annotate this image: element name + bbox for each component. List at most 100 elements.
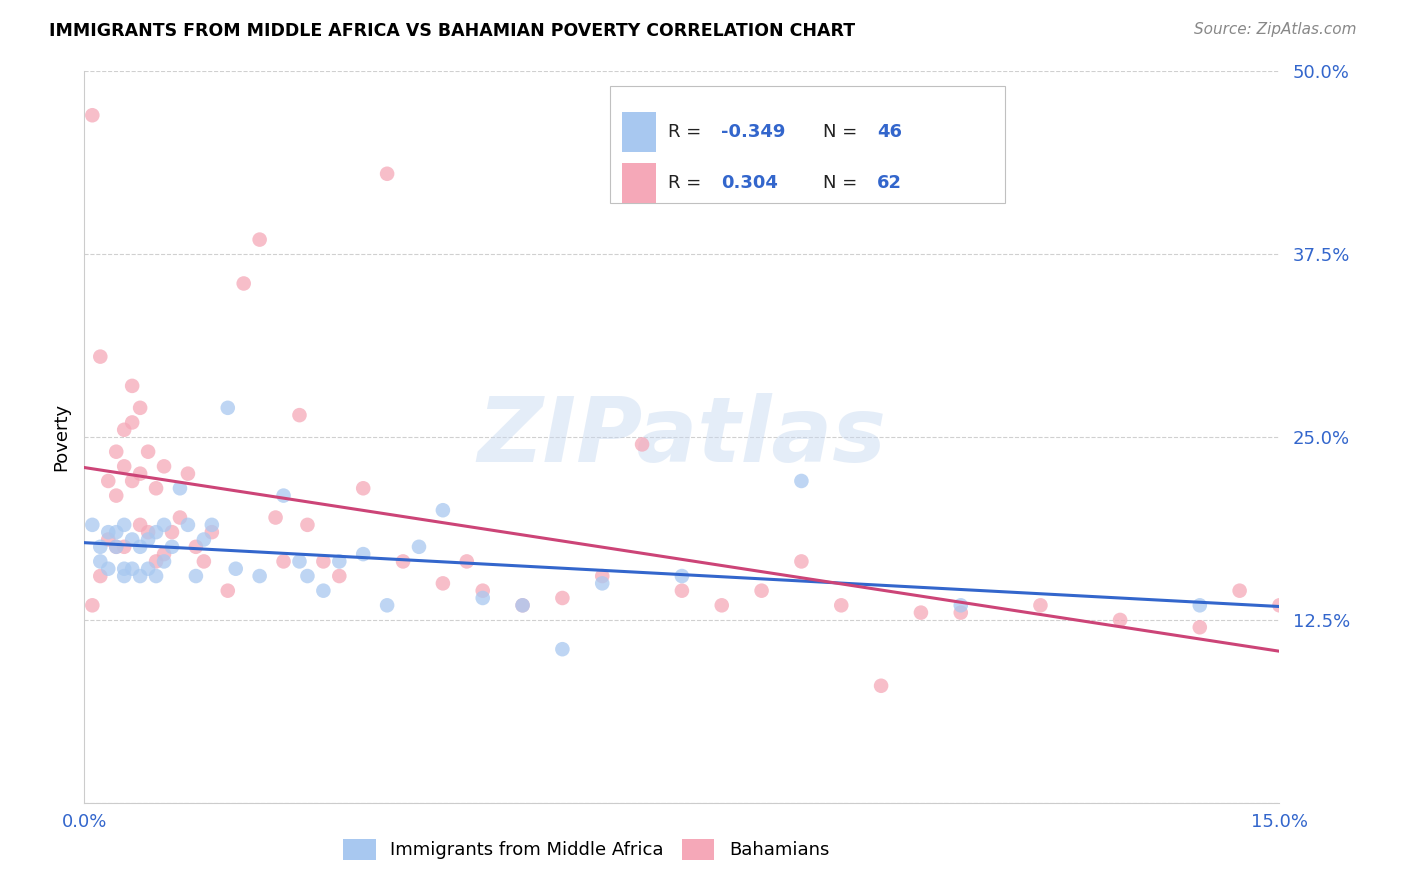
Point (288, 408, 311, 422)
Point (105, 540, 128, 554)
Point (591, 569, 613, 583)
Point (217, 583, 239, 598)
Point (121, 379, 143, 393)
Point (82, 108, 104, 122)
Point (352, 481, 374, 495)
Point (297, 517, 319, 532)
Point (217, 401, 239, 415)
Point (710, 599, 733, 613)
Y-axis label: Poverty: Poverty (52, 403, 70, 471)
Point (129, 467, 152, 481)
Point (910, 606, 932, 620)
Point (145, 525, 167, 540)
Point (105, 489, 128, 503)
Point (121, 474, 143, 488)
Point (129, 540, 152, 554)
Point (153, 517, 176, 532)
Point (949, 606, 972, 620)
Point (273, 489, 295, 503)
Point (89, 540, 111, 554)
Text: 62: 62 (877, 174, 901, 192)
Point (129, 401, 152, 415)
Point (112, 423, 135, 437)
Text: 46: 46 (877, 123, 901, 141)
Point (591, 576, 613, 591)
Point (153, 459, 176, 474)
Point (551, 642, 574, 657)
Point (177, 467, 200, 481)
Point (89, 569, 111, 583)
Point (232, 277, 254, 291)
Point (160, 525, 183, 540)
Point (89, 554, 111, 568)
Point (169, 481, 191, 495)
Point (631, 437, 654, 451)
Point (512, 599, 534, 613)
Point (97, 525, 120, 540)
Point (105, 540, 128, 554)
Point (136, 562, 159, 576)
Text: N =: N = (823, 174, 863, 192)
Point (153, 554, 176, 568)
Point (112, 517, 135, 532)
Point (145, 481, 167, 495)
Point (512, 599, 534, 613)
Text: 0.304: 0.304 (721, 174, 779, 192)
Point (456, 554, 478, 568)
Point (551, 591, 574, 605)
Point (328, 554, 350, 568)
Point (249, 569, 271, 583)
Point (830, 599, 852, 613)
Point (82, 517, 104, 532)
Point (312, 554, 335, 568)
Point (82, 599, 104, 613)
Point (949, 599, 972, 613)
Point (184, 569, 207, 583)
Point (790, 474, 813, 488)
Point (177, 517, 200, 532)
Point (471, 583, 494, 598)
Point (375, 167, 398, 181)
Point (193, 554, 215, 568)
Point (201, 517, 224, 532)
Point (1029, 599, 1052, 613)
Legend: Immigrants from Middle Africa, Bahamians: Immigrants from Middle Africa, Bahamians (343, 838, 830, 860)
Point (312, 583, 335, 598)
Text: -0.349: -0.349 (721, 123, 786, 141)
Point (471, 591, 494, 605)
Point (89, 350, 111, 364)
Point (375, 599, 398, 613)
Point (432, 576, 454, 591)
Point (121, 416, 143, 430)
Point (136, 533, 159, 547)
Text: N =: N = (823, 123, 863, 141)
Point (264, 510, 287, 524)
Point (201, 525, 224, 540)
Text: Source: ZipAtlas.com: Source: ZipAtlas.com (1194, 22, 1357, 37)
Point (145, 569, 167, 583)
Text: IMMIGRANTS FROM MIDDLE AFRICA VS BAHAMIAN POVERTY CORRELATION CHART: IMMIGRANTS FROM MIDDLE AFRICA VS BAHAMIA… (49, 22, 855, 40)
Point (121, 562, 143, 576)
Point (671, 569, 693, 583)
Point (169, 510, 191, 524)
Point (97, 533, 120, 547)
Point (136, 444, 159, 458)
Point (153, 547, 176, 561)
Point (392, 554, 415, 568)
Point (112, 562, 135, 576)
Point (105, 444, 128, 458)
Point (273, 554, 295, 568)
Point (288, 554, 311, 568)
Point (136, 525, 159, 540)
Point (1109, 613, 1132, 627)
Point (408, 540, 430, 554)
Point (112, 459, 135, 474)
Point (249, 233, 271, 247)
Point (129, 517, 152, 532)
Point (1188, 620, 1211, 634)
Text: R =: R = (668, 174, 713, 192)
Point (105, 525, 128, 540)
Point (671, 583, 693, 598)
Point (328, 569, 350, 583)
FancyBboxPatch shape (623, 112, 655, 152)
